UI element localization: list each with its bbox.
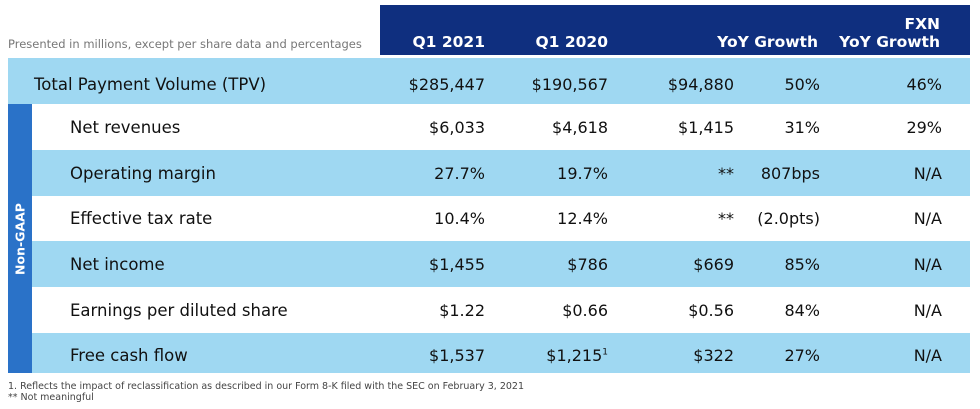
header-q1-2020: Q1 2020 <box>535 33 609 51</box>
cell-yoy-pct: 807bps <box>760 164 820 183</box>
header-q1-2021: Q1 2021 <box>412 33 486 51</box>
row-label: Effective tax rate <box>70 209 213 228</box>
header-fxn-yoy-growth: YoY Growth <box>839 33 940 51</box>
cell-yoy-abs: $94,880 <box>667 75 734 94</box>
cell-yoy-pct: (2.0pts) <box>757 209 820 228</box>
cell-yoy-abs: $669 <box>693 255 734 274</box>
table-row-tpv <box>8 58 970 104</box>
table-row-free-cash-flow <box>8 333 970 373</box>
cell-q1-2021: $285,447 <box>408 75 485 94</box>
cell-fxn: N/A <box>913 301 942 320</box>
header-fxn: FXN <box>904 15 940 33</box>
cell-q1-2020: $1,2151 <box>508 346 608 366</box>
non-gaap-label: Non-GAAP <box>12 202 28 275</box>
cell-yoy-abs: $322 <box>693 346 734 365</box>
cell-yoy-pct: 50% <box>784 75 820 94</box>
header-yoy-growth: YoY Growth <box>717 33 818 51</box>
cell-fxn: 29% <box>906 118 942 137</box>
cell-fxn: N/A <box>913 255 942 274</box>
cell-q1-2020: 12.4% <box>557 209 608 228</box>
cell-fxn: N/A <box>913 346 942 365</box>
table-row-net-income <box>8 241 970 287</box>
cell-q1-2021: 27.7% <box>434 164 485 183</box>
row-label: Earnings per diluted share <box>70 301 288 320</box>
cell-yoy-abs: $0.56 <box>688 301 734 320</box>
cell-q1-2020-value: $1,215 <box>546 346 603 365</box>
cell-yoy-abs: ** <box>718 209 734 228</box>
row-label: Operating margin <box>70 164 216 183</box>
cell-q1-2021: $1,455 <box>429 255 485 274</box>
cell-fxn: N/A <box>913 209 942 228</box>
cell-q1-2021: $1.22 <box>439 301 485 320</box>
cell-q1-2020: 19.7% <box>557 164 608 183</box>
cell-yoy-abs: $1,415 <box>678 118 734 137</box>
cell-q1-2021: $1,537 <box>429 346 485 365</box>
row-label: Net income <box>70 255 165 274</box>
subtitle: Presented in millions, except per share … <box>8 37 362 51</box>
cell-q1-2020: $190,567 <box>531 75 608 94</box>
cell-yoy-abs: ** <box>718 164 734 183</box>
footnote-1: 1. Reflects the impact of reclassificati… <box>8 381 524 392</box>
cell-q1-2021: $6,033 <box>429 118 485 137</box>
table-row-operating-margin <box>8 150 970 196</box>
row-label: Total Payment Volume (TPV) <box>34 75 267 94</box>
cell-q1-2020: $0.66 <box>562 301 608 320</box>
cell-q1-2021: 10.4% <box>434 209 485 228</box>
cell-fxn: N/A <box>913 164 942 183</box>
cell-yoy-pct: 85% <box>784 255 820 274</box>
footnote-2: ** Not meaningful <box>8 392 94 403</box>
row-label: Net revenues <box>70 118 181 137</box>
cell-yoy-pct: 31% <box>784 118 820 137</box>
cell-yoy-pct: 27% <box>784 346 820 365</box>
cell-fxn: 46% <box>906 75 942 94</box>
row-label: Free cash flow <box>70 346 188 365</box>
cell-yoy-pct: 84% <box>784 301 820 320</box>
cell-q1-2020: $4,618 <box>552 118 608 137</box>
non-gaap-sidebar: Non-GAAP <box>8 104 32 373</box>
footnote-marker: 1 <box>602 347 608 358</box>
table-header: Q1 2021 Q1 2020 YoY Growth FXN YoY Growt… <box>380 5 970 55</box>
cell-q1-2020: $786 <box>567 255 608 274</box>
